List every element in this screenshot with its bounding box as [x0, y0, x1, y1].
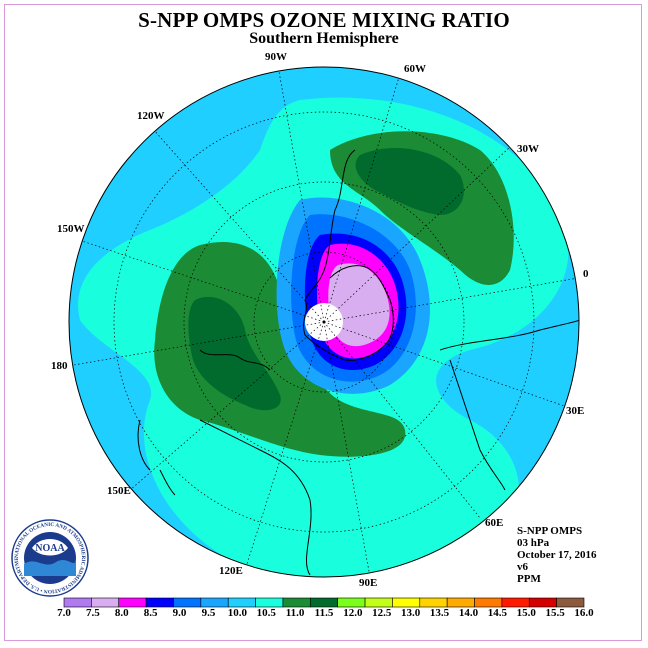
colorbar-tick-label: 9.0 [172, 607, 187, 619]
lon-label-120e: 120E [219, 565, 243, 577]
colorbar-swatch [556, 597, 585, 608]
colorbar-swatch [200, 597, 229, 608]
info-units: PPM [517, 573, 541, 585]
colorbar-swatch [173, 597, 202, 608]
antarctica-peninsula [329, 265, 391, 301]
colorbar-swatch [145, 597, 174, 608]
lon-label-60e: 60E [485, 517, 504, 529]
colorbar-tick-label: 10.5 [256, 607, 276, 619]
map-boundary [68, 66, 580, 578]
map-fill-layer [69, 67, 579, 577]
africa-coast [439, 319, 579, 491]
noaa-logo-text: NOAA [35, 543, 65, 554]
colorbar-tick-label: 15.0 [516, 607, 536, 619]
south-america-coast [304, 149, 356, 301]
colorbar-tick-label: 14.0 [458, 607, 479, 619]
colorbar-swatch [310, 597, 338, 608]
colorbar-swatch [227, 597, 256, 608]
colorbar-tick-label: 15.5 [545, 607, 565, 619]
lon-label-90w: 90W [265, 51, 287, 63]
colorbar-swatch [63, 597, 92, 608]
colorbar-swatch [337, 597, 366, 608]
antarctica-coast-west [303, 299, 394, 361]
colorbar-swatch [446, 597, 475, 608]
colorbar-swatch [501, 597, 530, 608]
colorbar-tick-label: 8.5 [143, 607, 158, 619]
latitude-circles [113, 111, 535, 533]
info-level: 03 hPa [517, 537, 550, 549]
dark-green-core-west [188, 296, 281, 411]
colorbar-swatch [392, 597, 421, 608]
map-title: S-NPP OMPS OZONE MIXING RATIO [138, 8, 510, 32]
noaa-logo: NATIONAL OCEANIC AND ATMOSPHERIC ADMINIS… [10, 518, 89, 597]
new-zealand-coast [137, 419, 176, 496]
info-instrument: S-NPP OMPS [517, 525, 583, 537]
lon-label-0: 0 [583, 268, 589, 280]
colorbar-tick-label: 12.5 [372, 607, 392, 619]
info-version: v6 [517, 561, 528, 573]
colorbar [63, 597, 585, 608]
lon-label-150w: 150W [57, 223, 85, 235]
colorbar-tick-label: 7.0 [57, 607, 71, 619]
colorbar-swatch [364, 597, 393, 608]
lon-label-30w: 30W [517, 143, 539, 155]
page-frame [4, 4, 642, 641]
colorbar-swatch [528, 597, 557, 608]
map-subtitle: Southern Hemisphere [249, 30, 399, 47]
lon-label-90e: 90E [359, 577, 378, 589]
colorbar-tick-label: 13.0 [401, 607, 421, 619]
colorbar-swatch [419, 597, 448, 608]
colorbar-tick-label: 16.0 [574, 607, 594, 619]
info-date: October 17, 2016 [517, 549, 597, 561]
meridian-lines [69, 67, 579, 577]
colorbar-tick-label: 14.5 [487, 607, 507, 619]
australia-coast [199, 349, 312, 576]
colorbar-tick-label: 13.5 [429, 607, 450, 619]
colorbar-swatch [255, 597, 284, 608]
colorbar-tick-label: 12.0 [343, 607, 363, 619]
colorbar-swatch [474, 597, 503, 608]
colorbar-swatch [118, 597, 147, 608]
lon-label-120w: 120W [137, 110, 165, 122]
colorbar-tick-label: 9.5 [201, 607, 216, 619]
lon-label-30e: 30E [566, 405, 585, 417]
colorbar-tick-label: 8.0 [114, 607, 129, 619]
colorbar-swatch [91, 597, 120, 608]
lon-label-180: 180 [51, 360, 68, 372]
dark-green-core-north [355, 147, 464, 215]
lon-label-150e: 150E [107, 485, 131, 497]
colorbar-swatch [282, 597, 311, 608]
colorbar-tick-label: 11.5 [314, 607, 334, 619]
colorbar-tick-label: 11.0 [285, 607, 305, 619]
colorbar-tick-label: 10.0 [227, 607, 247, 619]
green-region-west [154, 242, 406, 457]
colorbar-tick-label: 7.5 [86, 607, 100, 619]
vortex-lavender [328, 263, 390, 347]
coastlines [137, 149, 579, 576]
lon-label-60w: 60W [404, 63, 426, 75]
